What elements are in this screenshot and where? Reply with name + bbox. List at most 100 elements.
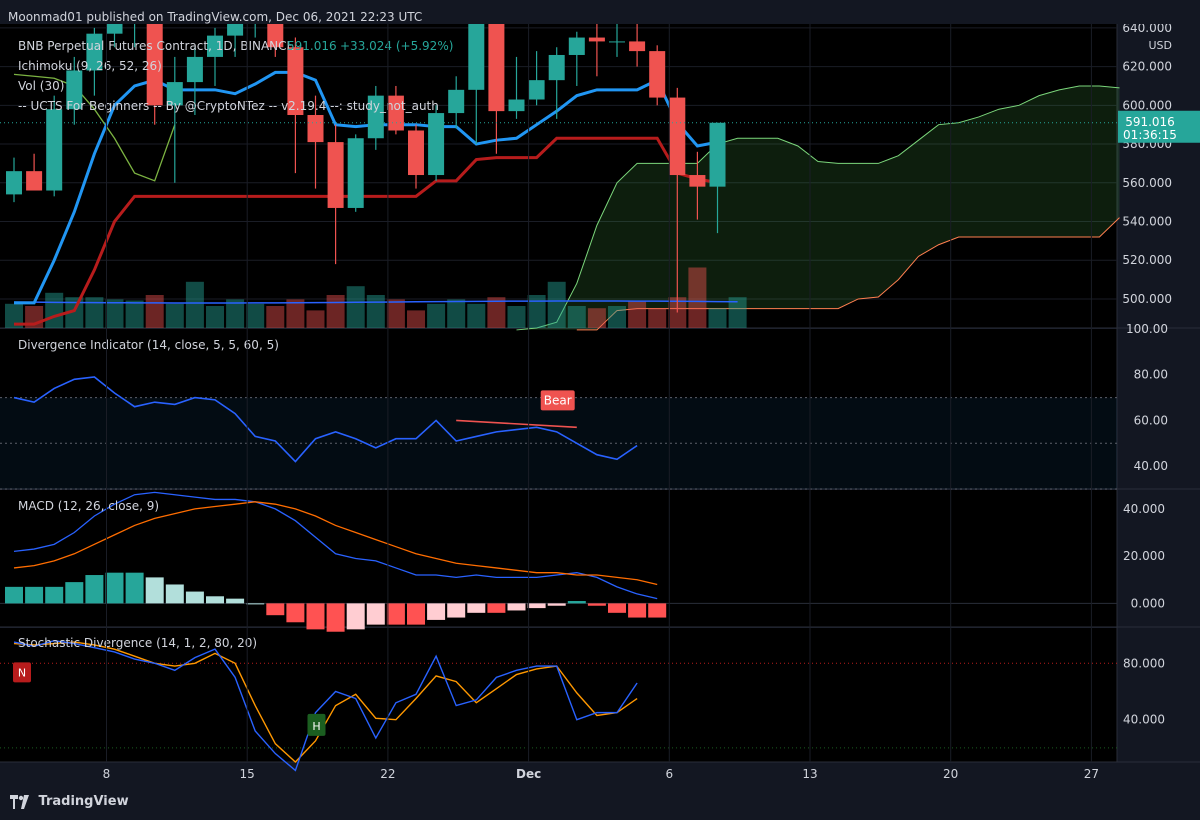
macd-histogram-bar xyxy=(45,586,64,604)
macd-histogram-bar xyxy=(185,591,204,604)
candle-body xyxy=(186,56,203,83)
volume-bar xyxy=(728,297,747,328)
macd-histogram-bar xyxy=(65,582,84,604)
volume-bar xyxy=(266,306,285,328)
macd-histogram-bar xyxy=(5,586,23,604)
candle-body xyxy=(609,41,625,43)
footer: TradingView xyxy=(0,786,1200,820)
candle-body xyxy=(588,37,605,42)
volume-bar xyxy=(407,310,425,328)
macd-signal-line xyxy=(13,501,658,586)
stoch-marker-n-box xyxy=(13,662,31,683)
macd-histogram-bar xyxy=(507,603,526,611)
candle-body xyxy=(568,37,585,55)
volume-bar xyxy=(85,297,104,328)
candle-body xyxy=(347,138,364,208)
candle-body xyxy=(166,82,183,106)
volume-bar xyxy=(286,299,305,328)
candle-body xyxy=(66,70,83,110)
divergence-line xyxy=(13,376,638,463)
stoch-marker-h: H xyxy=(312,720,320,733)
volume-bar xyxy=(185,281,204,328)
candle-body xyxy=(267,24,284,48)
candle-body xyxy=(448,89,465,114)
volume-bar xyxy=(668,297,687,328)
candle-body xyxy=(468,24,485,90)
candle-body xyxy=(327,142,344,208)
volume-ma-line xyxy=(13,300,738,304)
volume-bar xyxy=(45,292,64,328)
volume-bar xyxy=(105,299,124,328)
ichimoku-cloud xyxy=(516,85,1120,330)
candle-body xyxy=(548,54,565,81)
volume-bar xyxy=(65,297,84,328)
stoch-k-line xyxy=(13,639,638,772)
pane-4-background xyxy=(0,628,1117,762)
candle-body xyxy=(287,47,304,116)
price-tick-label: 520.000 xyxy=(1122,253,1172,267)
volume-bar xyxy=(306,310,325,328)
volume-bar xyxy=(507,306,526,328)
price-legend-item: Vol (30) xyxy=(18,79,64,93)
volume-bar xyxy=(547,281,566,328)
stoch-title: Stochastic Divergence (14, 1, 2, 80, 20) xyxy=(18,636,257,650)
volume-bar xyxy=(587,308,606,328)
macd-histogram-bar xyxy=(246,603,265,605)
macd-histogram-bar xyxy=(145,577,164,604)
macd-tick-label: 0.000 xyxy=(1131,596,1165,610)
candle-body xyxy=(408,130,424,176)
kijun-line xyxy=(14,136,718,326)
volume-bar xyxy=(648,308,667,328)
time-tick-label: 27 xyxy=(1084,767,1099,781)
candle-body xyxy=(6,171,22,195)
tradingview-brand: TradingView xyxy=(38,794,129,809)
countdown-label: 01:36:15 xyxy=(1123,128,1177,142)
volume-bar xyxy=(145,295,164,328)
macd-histogram-bar xyxy=(648,603,667,618)
candle-body xyxy=(207,35,223,57)
macd-histogram-bar xyxy=(407,603,425,625)
stoch-d-line xyxy=(13,641,638,763)
divergence-tick-label: 60.00 xyxy=(1134,413,1168,427)
price-tick-label: 620.000 xyxy=(1122,60,1172,74)
macd-histogram-bar xyxy=(286,603,305,623)
time-tick-label: 13 xyxy=(802,767,817,781)
volume-bar xyxy=(206,306,224,328)
tradingview-logo[interactable]: TradingView xyxy=(10,794,129,809)
macd-histogram-bar xyxy=(608,603,626,613)
macd-histogram-bar xyxy=(25,586,44,604)
macd-histogram-bar xyxy=(386,603,405,625)
time-tick-label: 15 xyxy=(240,767,255,781)
volume-bar xyxy=(708,308,727,328)
macd-histogram-bar xyxy=(487,603,506,613)
volume-bar xyxy=(467,303,486,328)
volume-bar xyxy=(226,299,245,328)
stoch-marker-h-box xyxy=(307,713,326,736)
last-price-legend: 591.016 xyxy=(287,39,337,53)
chart-canvas[interactable]: 500.000520.000540.000560.000580.000600.0… xyxy=(0,24,1200,786)
volume-bar xyxy=(628,300,647,328)
stoch-tick-label: 80.000 xyxy=(1123,656,1165,670)
time-tick-label: Dec xyxy=(516,767,541,781)
price-tick-label: 500.000 xyxy=(1122,292,1172,306)
volume-bar xyxy=(366,295,385,328)
time-tick-label: 20 xyxy=(943,767,958,781)
candle-body xyxy=(46,109,63,191)
divergence-tick-label: 100.00 xyxy=(1126,322,1168,336)
macd-histogram-bar xyxy=(266,603,285,616)
macd-histogram-bar xyxy=(105,572,124,604)
price-legend-item: -- UCTS For Beginners -- By @CryptoNTez … xyxy=(18,99,439,113)
publisher-text: Moonmad01 published on TradingView.com, … xyxy=(8,10,423,24)
volume-bar xyxy=(447,299,466,328)
stoch-marker-n: N xyxy=(18,666,26,679)
macd-histogram-bar xyxy=(366,603,385,625)
price-chart-title: BNB Perpetual Futures Contract, 1D, BINA… xyxy=(18,39,294,53)
macd-histogram-bar xyxy=(547,603,566,606)
macd-histogram-bar xyxy=(346,603,365,630)
time-tick-label: 6 xyxy=(665,767,673,781)
macd-histogram-bar xyxy=(306,603,325,630)
candle-body xyxy=(387,95,404,131)
stoch-tick-label: 40.000 xyxy=(1123,713,1165,727)
candle-body xyxy=(86,33,103,71)
volume-bar xyxy=(326,295,345,328)
